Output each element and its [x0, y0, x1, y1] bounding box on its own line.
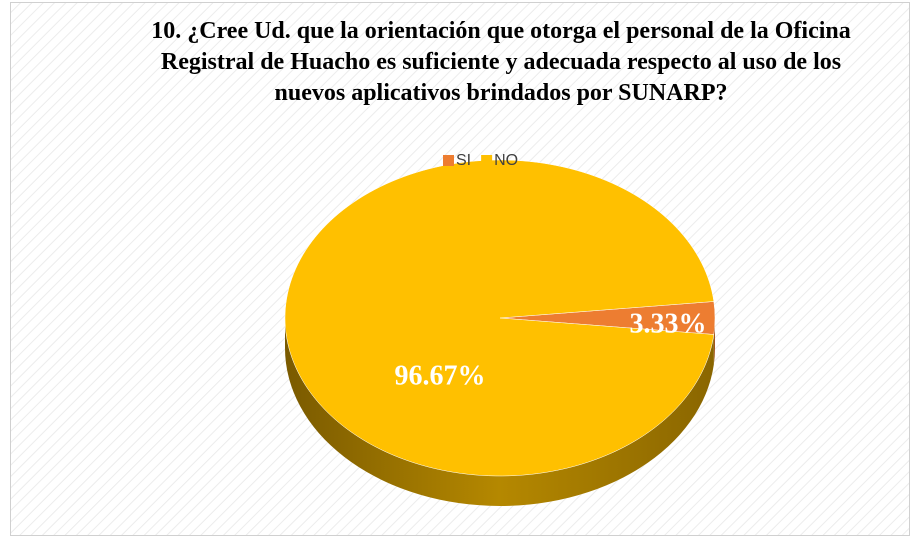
legend-label: SI: [456, 152, 471, 169]
legend: SI NO: [443, 152, 518, 169]
pie: 3.33% 96.67%: [284, 159, 716, 506]
chart-frame: [10, 2, 910, 536]
legend-swatch: [443, 155, 454, 166]
pie-side: [713, 318, 715, 365]
chart-title: 10. ¿Cree Ud. que la orientación que oto…: [151, 18, 851, 106]
legend-swatch: [481, 155, 493, 166]
data-label: 3.33%: [630, 308, 707, 339]
pie-slice: [284, 159, 715, 477]
legend-label: NO: [494, 152, 518, 169]
data-label: 96.67%: [395, 360, 486, 391]
pie-side: [285, 318, 714, 506]
